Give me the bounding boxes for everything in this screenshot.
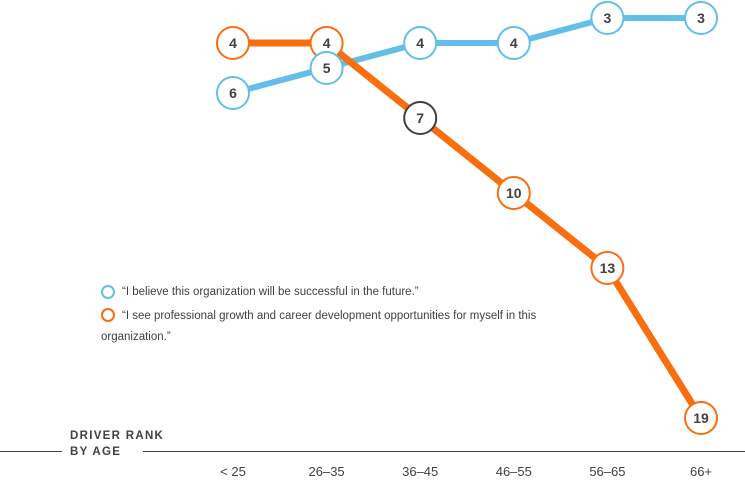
data-point-marker — [403, 101, 438, 135]
axis-line-right-segment — [143, 451, 745, 452]
x-axis-label: 36–45 — [402, 464, 439, 479]
axis-title-line2: BY AGE — [70, 446, 122, 458]
data-point-marker — [309, 51, 344, 85]
axis-title: DRIVER RANK BY AGE — [70, 428, 164, 460]
chart-legend: “I believe this organization will be suc… — [101, 284, 593, 348]
data-point-value: 6 — [229, 85, 237, 101]
data-point-marker — [684, 1, 718, 35]
legend-label-growth-opportunities: “I see professional growth and career de… — [101, 310, 537, 343]
data-point-marker — [216, 76, 250, 110]
legend-item-growth-opportunities: “I see professional growth and career de… — [101, 306, 593, 348]
series-line-0 — [230, 15, 704, 96]
data-point-value: 3 — [697, 10, 705, 26]
data-point-value: 13 — [600, 260, 616, 276]
series-line-1 — [229, 39, 705, 422]
data-point-value: 4 — [229, 35, 237, 51]
axis-title-line1: DRIVER RANK — [70, 430, 165, 442]
legend-label-future-success: “I believe this organization will be suc… — [122, 286, 419, 298]
x-axis-label: 56–65 — [589, 464, 626, 479]
data-point-value: 5 — [323, 60, 331, 76]
legend-item-future-success: “I believe this organization will be suc… — [101, 284, 593, 300]
data-point-marker — [403, 26, 438, 60]
x-axis-label: 26–35 — [308, 464, 345, 479]
data-point-value: 19 — [693, 410, 709, 426]
legend-swatch-blue-circle-icon — [101, 285, 115, 299]
data-point-value: 10 — [506, 185, 522, 201]
data-point-value: 4 — [510, 35, 518, 51]
data-point-value: 3 — [604, 10, 612, 26]
x-axis-label: 46–55 — [495, 464, 532, 479]
data-point-marker — [684, 401, 718, 435]
axis-line-left-segment — [0, 451, 62, 452]
data-point-marker — [496, 176, 531, 210]
x-axis: < 25 26–35 36–45 46–55 56–65 66+ — [0, 464, 745, 480]
data-point-value: 4 — [323, 35, 331, 51]
data-point-marker — [496, 26, 531, 60]
data-point-marker — [216, 26, 250, 60]
data-point-marker — [590, 251, 625, 285]
legend-swatch-orange-circle-icon — [101, 308, 115, 322]
x-axis-label: < 25 — [220, 464, 246, 479]
data-point-marker — [590, 1, 625, 35]
data-point-value: 7 — [416, 110, 424, 126]
x-axis-label: 66+ — [689, 464, 713, 479]
data-point-value: 4 — [416, 35, 424, 51]
